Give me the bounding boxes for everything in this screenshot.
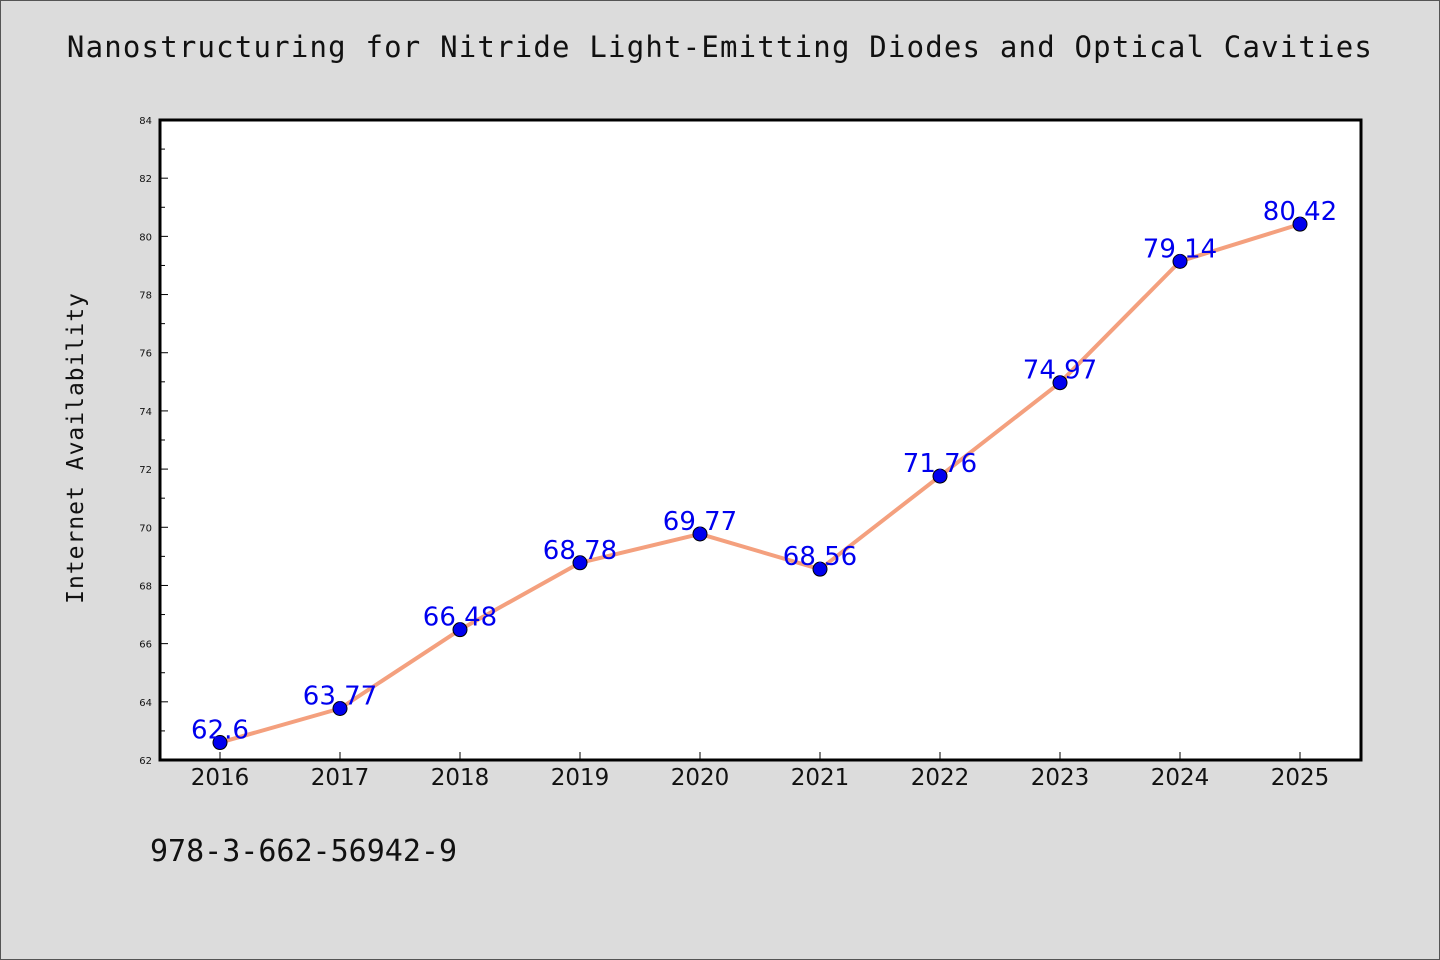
y-tick-label: 82 bbox=[139, 174, 152, 185]
data-point bbox=[932, 468, 948, 484]
data-label: 62.6 bbox=[191, 716, 249, 746]
chart-title: Nanostructuring for Nitride Light-Emitti… bbox=[66, 30, 1374, 64]
data-point bbox=[212, 735, 228, 751]
data-point bbox=[572, 555, 588, 571]
plot-area bbox=[158, 118, 1363, 762]
x-tick-label: 2019 bbox=[551, 765, 610, 791]
x-tick-label: 2023 bbox=[1031, 765, 1090, 791]
isbn-footer: 978-3-662-56942-9 bbox=[150, 834, 458, 869]
y-tick-label: 62 bbox=[139, 756, 152, 767]
data-point bbox=[1052, 375, 1068, 391]
x-tick-label: 2025 bbox=[1271, 765, 1330, 791]
data-label: 66.48 bbox=[423, 603, 497, 633]
data-point bbox=[692, 526, 708, 542]
series-line bbox=[219, 222, 1301, 745]
x-tick-label: 2017 bbox=[311, 765, 370, 791]
data-label: 74.97 bbox=[1023, 356, 1097, 386]
y-tick-label: 68 bbox=[139, 581, 152, 592]
y-tick-label: 74 bbox=[139, 407, 152, 418]
y-tick-label: 72 bbox=[139, 465, 152, 476]
data-point bbox=[332, 701, 348, 717]
y-axis: 62 64 66 68 70 72 74 76 78 80 82 84 bbox=[139, 116, 168, 767]
data-point bbox=[452, 622, 468, 638]
x-axis: 2016 2017 2018 2019 2020 2021 2022 2023 2024 2025 bbox=[191, 752, 1330, 791]
x-tick-label: 2021 bbox=[791, 765, 850, 791]
y-tick-label: 76 bbox=[139, 349, 152, 360]
x-tick-label: 2018 bbox=[431, 765, 490, 791]
data-point bbox=[1292, 216, 1308, 232]
data-label: 68.56 bbox=[783, 542, 857, 572]
data-label: 63.77 bbox=[303, 682, 377, 712]
data-label: 69.77 bbox=[663, 507, 737, 537]
x-tick-label: 2020 bbox=[671, 765, 730, 791]
y-tick-label: 70 bbox=[139, 523, 152, 534]
x-tick-label: 2016 bbox=[191, 765, 250, 791]
data-label: 68.78 bbox=[543, 536, 617, 566]
y-tick-label: 64 bbox=[139, 698, 152, 709]
y-tick-label: 84 bbox=[139, 116, 152, 127]
x-tick-label: 2022 bbox=[911, 765, 970, 791]
data-label: 71.76 bbox=[903, 449, 977, 479]
x-tick-label: 2024 bbox=[1151, 765, 1210, 791]
y-tick-label: 80 bbox=[139, 232, 152, 243]
y-tick-label: 78 bbox=[139, 291, 152, 302]
series: 62.6 63.77 66.48 68.78 69.77 68.56 71.76 74.97 7… bbox=[191, 197, 1337, 751]
y-tick-label: 66 bbox=[139, 640, 152, 651]
data-point bbox=[812, 561, 828, 577]
data-label: 79.14 bbox=[1143, 234, 1217, 264]
data-label: 80.42 bbox=[1263, 197, 1337, 227]
data-point bbox=[1172, 253, 1188, 269]
